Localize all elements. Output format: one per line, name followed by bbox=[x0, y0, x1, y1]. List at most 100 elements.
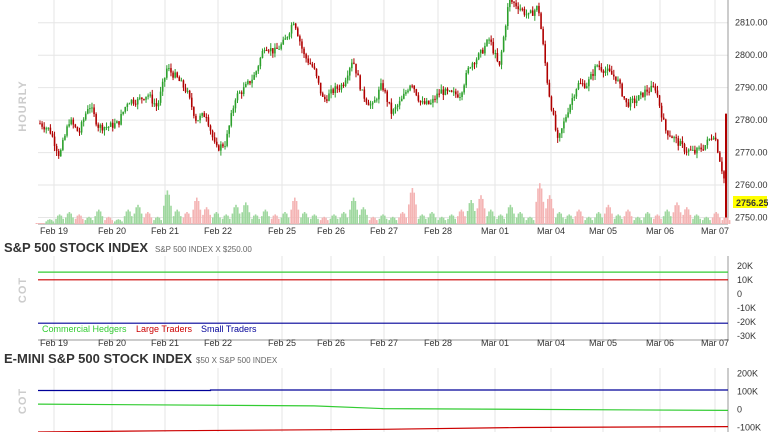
candle-body bbox=[450, 90, 453, 92]
volume-bar bbox=[192, 209, 194, 224]
candle-body bbox=[57, 151, 60, 157]
candle-body bbox=[197, 120, 199, 122]
volume-bar bbox=[80, 215, 82, 224]
volume-bar bbox=[605, 207, 608, 224]
volume-bar bbox=[125, 211, 128, 224]
candle-body bbox=[673, 137, 675, 139]
volume-bar bbox=[491, 211, 494, 224]
candle-body bbox=[427, 100, 430, 105]
volume-bar bbox=[209, 214, 211, 224]
candle-body bbox=[184, 87, 187, 92]
volume-bar bbox=[501, 215, 504, 224]
candle-body bbox=[513, 1, 515, 3]
candle-body bbox=[384, 90, 386, 92]
cot2-series-line bbox=[37, 403, 729, 411]
candle-body bbox=[203, 113, 206, 118]
x-tick-label: Feb 19 bbox=[40, 338, 68, 348]
candle-body bbox=[116, 121, 118, 124]
candle-body bbox=[145, 96, 147, 100]
volume-bar bbox=[568, 214, 570, 224]
candle-body bbox=[440, 89, 443, 94]
volume-bar bbox=[540, 188, 543, 224]
volume-bar bbox=[325, 217, 327, 224]
candle-body bbox=[633, 98, 636, 104]
candle-body bbox=[598, 65, 601, 68]
volume-bar bbox=[356, 209, 358, 224]
candle-body bbox=[382, 83, 384, 91]
volume-bar bbox=[449, 215, 451, 224]
volume-bar bbox=[601, 217, 603, 224]
volume-bar bbox=[409, 192, 412, 224]
candle-body bbox=[155, 103, 158, 107]
candle-body bbox=[517, 6, 519, 10]
volume-bar bbox=[715, 212, 717, 224]
volume-bar bbox=[705, 216, 708, 224]
candle-body bbox=[400, 98, 403, 102]
volume-bar bbox=[315, 215, 317, 224]
candle-body bbox=[432, 98, 434, 103]
candle-body bbox=[344, 80, 347, 86]
cot-side-label-2: COT bbox=[17, 388, 29, 414]
volume-bar bbox=[231, 213, 234, 224]
volume-bar bbox=[572, 218, 574, 224]
candle-body bbox=[190, 97, 193, 108]
candle-body bbox=[617, 79, 619, 81]
candle-body bbox=[631, 98, 634, 100]
candle-body bbox=[41, 123, 43, 127]
candle-body bbox=[417, 95, 420, 101]
volume-bar bbox=[302, 213, 304, 224]
volume-bar bbox=[519, 212, 521, 224]
candle-body bbox=[521, 8, 524, 10]
candle-body bbox=[232, 108, 235, 114]
volume-bar bbox=[189, 217, 192, 224]
volume-bar bbox=[323, 216, 325, 224]
candle-body bbox=[621, 83, 623, 97]
candle-body bbox=[461, 92, 463, 97]
volume-bar bbox=[163, 205, 165, 224]
volume-bar bbox=[329, 218, 332, 224]
candle-body bbox=[265, 49, 268, 51]
candle-body bbox=[68, 124, 70, 127]
candle-body bbox=[321, 93, 324, 97]
volume-bar bbox=[566, 215, 569, 224]
candle-body bbox=[367, 102, 370, 106]
candle-body bbox=[594, 66, 596, 76]
sp500-cot-grid bbox=[38, 256, 729, 341]
candle-body bbox=[488, 39, 490, 41]
candle-body bbox=[242, 87, 245, 94]
volume-bar bbox=[237, 207, 239, 224]
volume-bar bbox=[374, 217, 376, 224]
candle-body bbox=[696, 147, 698, 154]
volume-bar bbox=[506, 213, 508, 224]
volume-bar bbox=[119, 219, 121, 224]
volume-bar bbox=[150, 217, 153, 224]
candle-body bbox=[247, 81, 249, 84]
candle-body bbox=[365, 98, 368, 103]
volume-bar bbox=[137, 204, 139, 224]
candle-body bbox=[301, 41, 303, 49]
volume-bar bbox=[217, 213, 219, 224]
volume-bar bbox=[527, 217, 529, 224]
candle-body bbox=[527, 12, 530, 15]
volume-bar bbox=[699, 218, 701, 224]
volume-bar bbox=[378, 218, 381, 224]
candle-body bbox=[648, 91, 650, 93]
volume-bar bbox=[127, 209, 129, 224]
candle-body bbox=[625, 98, 628, 103]
volume-bar bbox=[717, 213, 719, 224]
volume-bar bbox=[295, 201, 298, 224]
candle-body bbox=[105, 126, 108, 128]
price-candles bbox=[39, 0, 727, 218]
cot2-series-line bbox=[38, 389, 728, 392]
candle-body bbox=[444, 88, 447, 95]
candle-body bbox=[642, 92, 644, 97]
volume-bar bbox=[241, 212, 243, 224]
volume-bar bbox=[515, 217, 518, 224]
volume-bar bbox=[478, 198, 480, 224]
candle-body bbox=[172, 72, 174, 78]
volume-bar bbox=[261, 216, 263, 224]
volume-bar bbox=[172, 216, 175, 224]
volume-bar bbox=[319, 220, 322, 224]
volume-bar bbox=[694, 215, 696, 224]
volume-bar bbox=[547, 198, 549, 224]
